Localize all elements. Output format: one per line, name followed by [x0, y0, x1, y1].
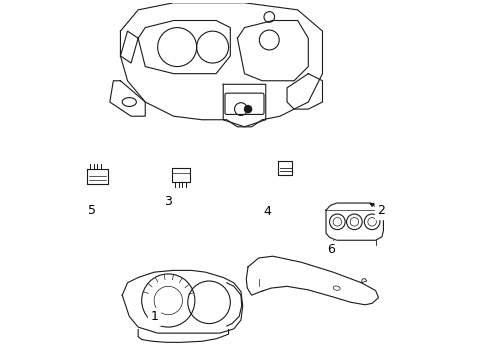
Polygon shape	[223, 84, 265, 127]
Polygon shape	[171, 168, 189, 182]
Text: 3: 3	[164, 195, 172, 208]
Polygon shape	[246, 256, 378, 305]
Text: 4: 4	[263, 206, 271, 219]
Polygon shape	[110, 81, 145, 116]
Text: 1: 1	[150, 310, 158, 323]
Polygon shape	[278, 161, 292, 175]
Polygon shape	[237, 21, 307, 81]
Polygon shape	[122, 270, 242, 333]
Polygon shape	[120, 3, 322, 127]
Text: 5: 5	[88, 204, 96, 217]
Polygon shape	[138, 21, 230, 74]
Text: 6: 6	[327, 243, 335, 256]
Polygon shape	[325, 203, 383, 240]
Circle shape	[244, 105, 251, 113]
Text: 2: 2	[376, 204, 384, 217]
Polygon shape	[286, 74, 322, 109]
Polygon shape	[86, 169, 108, 184]
FancyBboxPatch shape	[224, 93, 264, 114]
